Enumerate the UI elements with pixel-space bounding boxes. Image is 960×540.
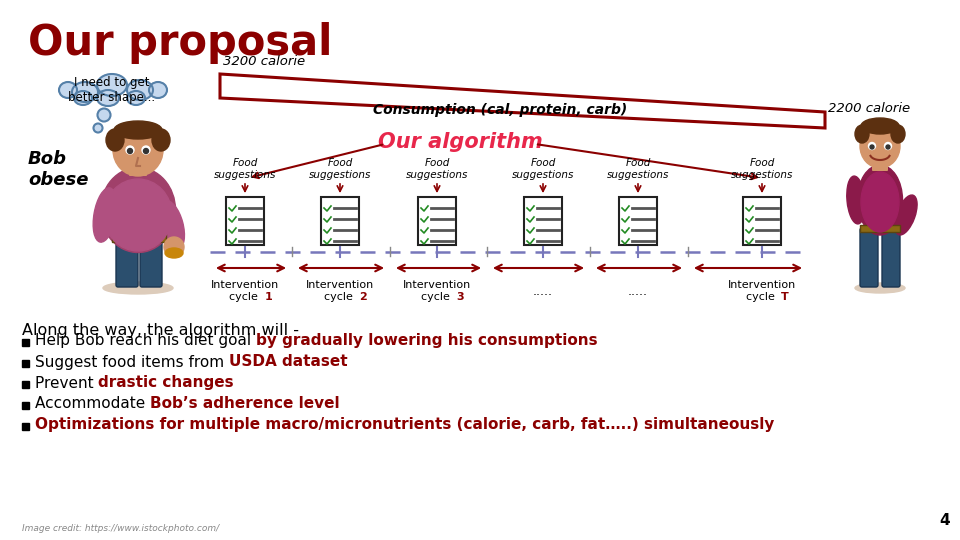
- FancyBboxPatch shape: [619, 197, 657, 245]
- Text: .....: .....: [533, 285, 553, 298]
- Ellipse shape: [74, 91, 92, 105]
- Ellipse shape: [165, 248, 183, 258]
- Circle shape: [886, 145, 890, 149]
- Ellipse shape: [857, 165, 902, 235]
- Text: 4: 4: [940, 513, 950, 528]
- Ellipse shape: [127, 80, 153, 100]
- Text: 3200 calorie: 3200 calorie: [223, 55, 305, 68]
- Text: Along the way, the algorithm will -: Along the way, the algorithm will -: [22, 323, 299, 338]
- FancyBboxPatch shape: [524, 197, 562, 245]
- Text: .....: .....: [628, 285, 648, 298]
- Circle shape: [93, 124, 103, 132]
- Text: 3: 3: [456, 292, 464, 302]
- Ellipse shape: [895, 195, 917, 235]
- Text: Intervention: Intervention: [403, 280, 471, 290]
- Text: Help Bob reach his diet goal: Help Bob reach his diet goal: [35, 334, 256, 348]
- Text: cycle: cycle: [420, 292, 453, 302]
- Text: 2: 2: [359, 292, 367, 302]
- Ellipse shape: [861, 172, 899, 232]
- FancyBboxPatch shape: [140, 238, 162, 287]
- Circle shape: [128, 148, 132, 153]
- Circle shape: [98, 109, 110, 122]
- Text: Bob
obese: Bob obese: [28, 150, 88, 189]
- FancyBboxPatch shape: [22, 339, 29, 346]
- Ellipse shape: [104, 179, 172, 251]
- Text: Prevent: Prevent: [35, 375, 99, 390]
- Ellipse shape: [59, 82, 77, 98]
- Text: cycle: cycle: [324, 292, 356, 302]
- Text: Image credit: https://www.istockphoto.com/: Image credit: https://www.istockphoto.co…: [22, 524, 219, 533]
- FancyBboxPatch shape: [22, 423, 29, 430]
- Text: drastic changes: drastic changes: [99, 375, 234, 390]
- Text: Bob’s adherence level: Bob’s adherence level: [150, 396, 340, 411]
- Text: Our proposal: Our proposal: [28, 22, 332, 64]
- Text: Intervention: Intervention: [306, 280, 374, 290]
- FancyBboxPatch shape: [321, 197, 359, 245]
- Circle shape: [126, 146, 134, 154]
- FancyBboxPatch shape: [860, 228, 878, 287]
- Text: Food
suggestions: Food suggestions: [512, 158, 574, 180]
- Text: Suggest food items from: Suggest food items from: [35, 354, 229, 369]
- Text: Food
suggestions: Food suggestions: [731, 158, 793, 180]
- Ellipse shape: [855, 125, 869, 143]
- Ellipse shape: [149, 82, 167, 98]
- Ellipse shape: [101, 167, 176, 253]
- FancyBboxPatch shape: [872, 157, 888, 171]
- Ellipse shape: [855, 283, 905, 293]
- Circle shape: [164, 237, 184, 257]
- Text: Consumption (cal, protein, carb): Consumption (cal, protein, carb): [372, 103, 627, 117]
- FancyBboxPatch shape: [860, 225, 900, 232]
- FancyBboxPatch shape: [22, 360, 29, 367]
- FancyBboxPatch shape: [226, 197, 264, 245]
- Text: I need to get
better shape...: I need to get better shape...: [68, 76, 156, 104]
- Ellipse shape: [97, 74, 127, 96]
- Text: USDA dataset: USDA dataset: [229, 354, 348, 369]
- Text: Food
suggestions: Food suggestions: [309, 158, 372, 180]
- FancyBboxPatch shape: [112, 234, 166, 242]
- Ellipse shape: [114, 121, 162, 139]
- Circle shape: [884, 143, 892, 150]
- Ellipse shape: [72, 82, 98, 102]
- Ellipse shape: [127, 91, 145, 105]
- Text: by gradually lowering his consumptions: by gradually lowering his consumptions: [256, 334, 598, 348]
- Ellipse shape: [152, 129, 170, 151]
- Ellipse shape: [861, 118, 899, 134]
- Text: Our algorithm: Our algorithm: [377, 132, 542, 152]
- FancyBboxPatch shape: [129, 159, 147, 176]
- Circle shape: [143, 148, 149, 153]
- Ellipse shape: [103, 282, 173, 294]
- Text: cycle: cycle: [746, 292, 779, 302]
- Text: Intervention: Intervention: [211, 280, 279, 290]
- FancyBboxPatch shape: [882, 228, 900, 287]
- Text: 1: 1: [264, 292, 272, 302]
- Ellipse shape: [106, 129, 124, 151]
- FancyBboxPatch shape: [116, 238, 138, 287]
- FancyBboxPatch shape: [743, 197, 781, 245]
- FancyBboxPatch shape: [22, 402, 29, 409]
- Ellipse shape: [93, 188, 117, 242]
- FancyBboxPatch shape: [418, 197, 456, 245]
- Ellipse shape: [159, 201, 184, 249]
- Text: Accommodate: Accommodate: [35, 396, 150, 411]
- Circle shape: [869, 143, 876, 150]
- Text: Food
suggestions: Food suggestions: [607, 158, 669, 180]
- Circle shape: [142, 146, 150, 154]
- Text: Food
suggestions: Food suggestions: [406, 158, 468, 180]
- Circle shape: [870, 145, 874, 149]
- Text: T: T: [781, 292, 789, 302]
- Text: cycle: cycle: [228, 292, 261, 302]
- Text: Optimizations for multiple macro/micronutrients (calorie, carb, fat…..) simultan: Optimizations for multiple macro/micronu…: [35, 417, 775, 433]
- Ellipse shape: [891, 125, 905, 143]
- Ellipse shape: [847, 176, 865, 224]
- Text: Food
suggestions: Food suggestions: [214, 158, 276, 180]
- Text: Intervention: Intervention: [728, 280, 796, 290]
- Ellipse shape: [97, 90, 119, 106]
- Ellipse shape: [860, 124, 900, 168]
- Ellipse shape: [113, 124, 163, 176]
- Text: 2200 calorie: 2200 calorie: [828, 102, 910, 114]
- FancyBboxPatch shape: [22, 381, 29, 388]
